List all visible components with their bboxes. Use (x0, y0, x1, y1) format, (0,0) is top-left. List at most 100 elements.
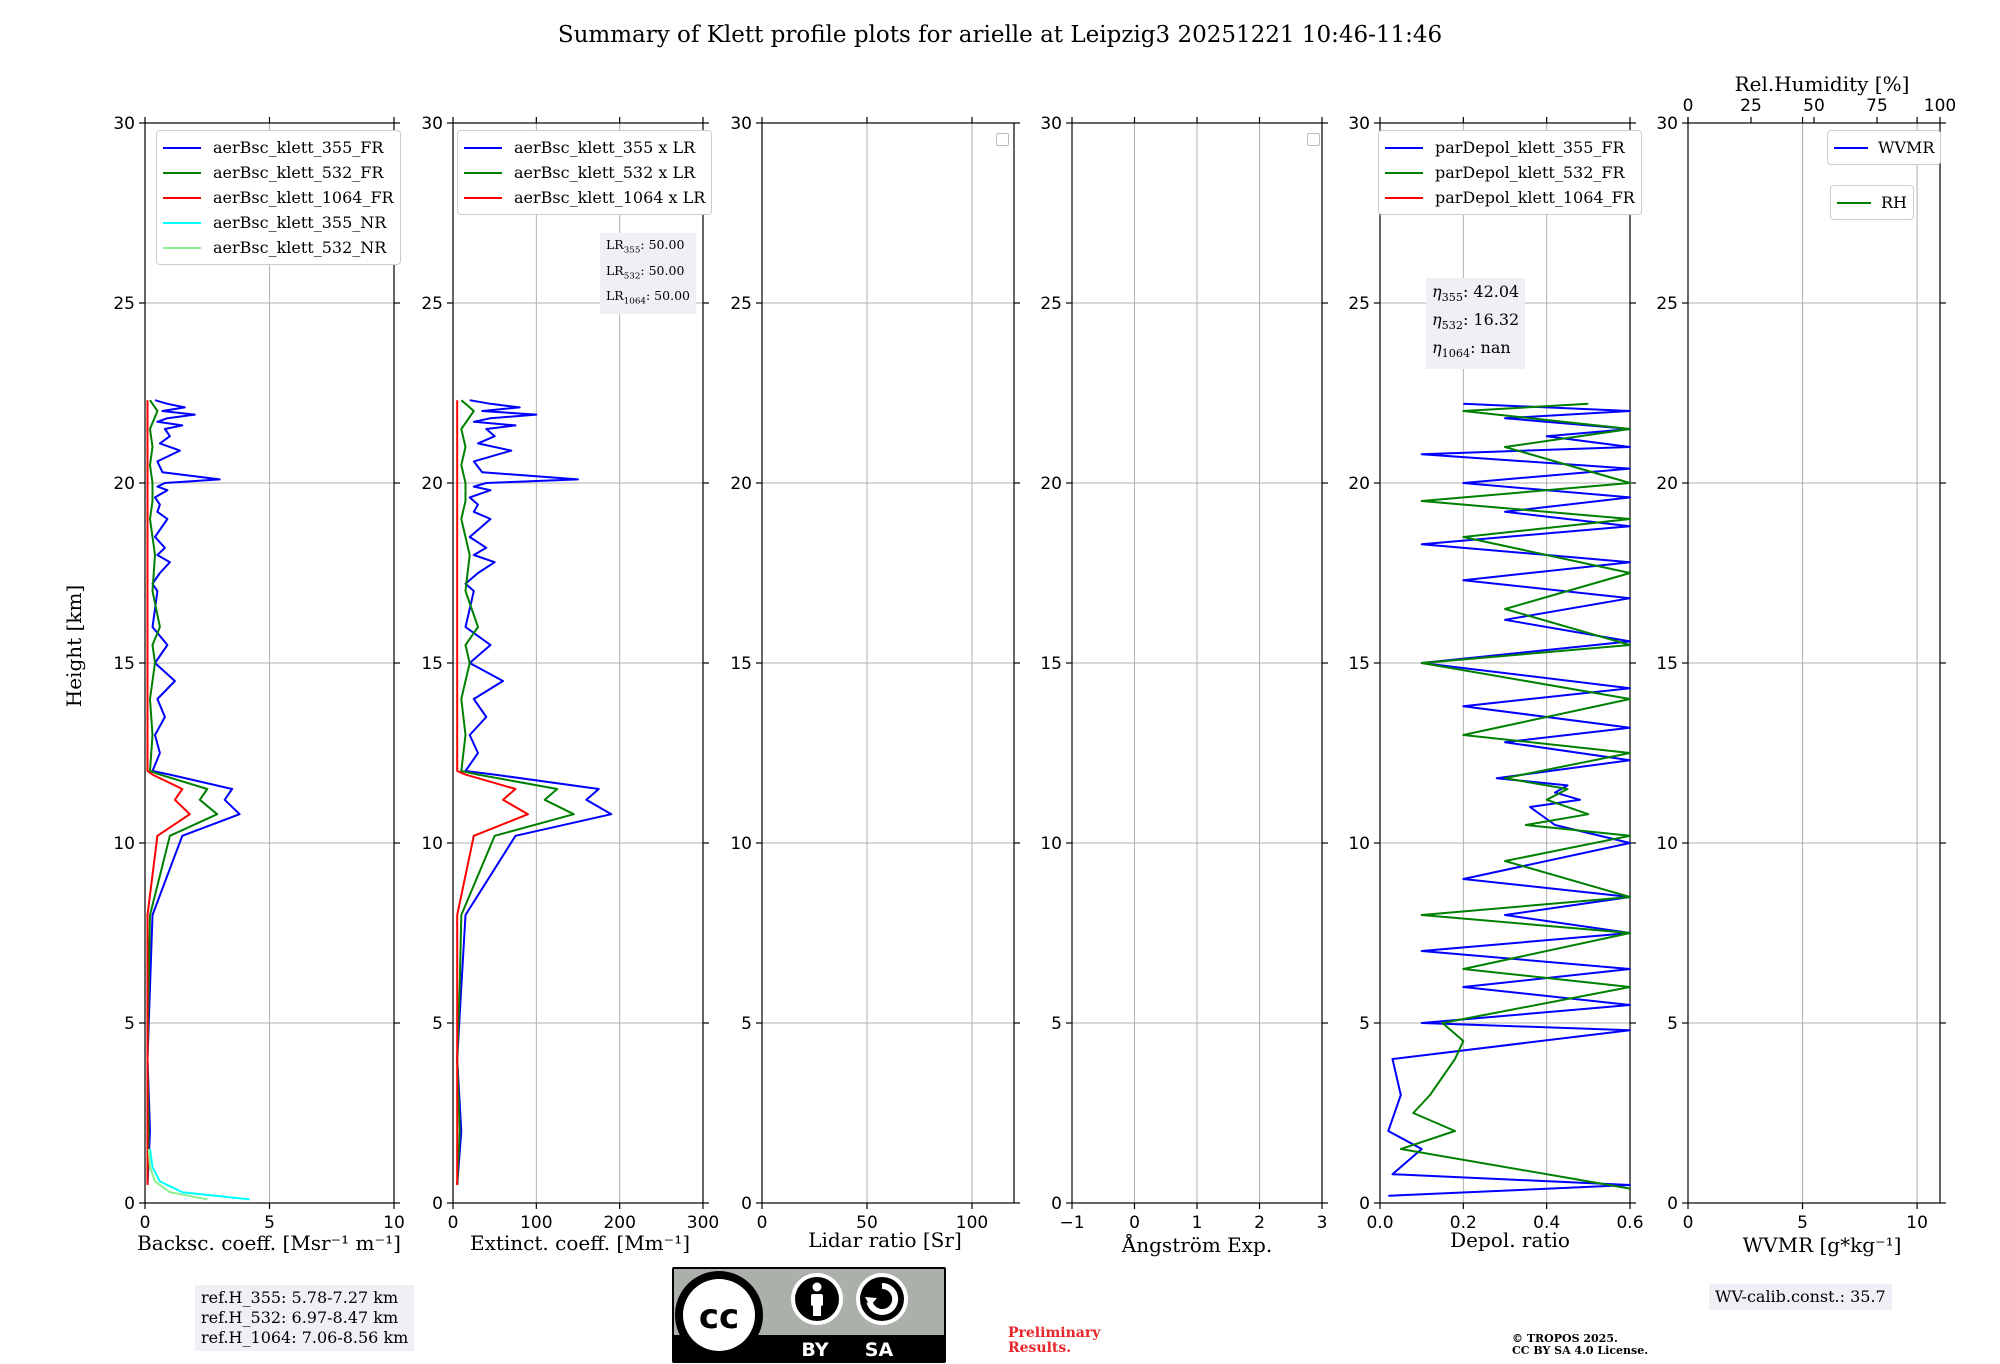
depol-ytick-label: 25 (1348, 294, 1370, 314)
depol-ytick-label: 5 (1359, 1014, 1370, 1034)
reference-height-info: ref.H_355: 5.78-7.27 km ref.H_532: 6.97-… (195, 1285, 415, 1351)
rh-xtick-label: 75 (1866, 96, 1888, 116)
preliminary-note: Preliminary Results. (1008, 1326, 1100, 1356)
legend-entry: aerBsc_klett_355 x LR (464, 135, 705, 160)
backscatter-ytick-label: 25 (113, 294, 135, 314)
legend-rh: RH (1830, 185, 1914, 220)
legend-swatch (464, 171, 502, 174)
backscatter-ytick-label: 0 (124, 1194, 135, 1214)
backscatter-ytick-label: 30 (113, 114, 135, 134)
legend-swatch (1385, 146, 1423, 149)
figure-title: Summary of Klett profile plots for ariel… (557, 22, 1443, 48)
by-label: BY (801, 1339, 828, 1361)
wvmr-ytick-label: 5 (1667, 1014, 1678, 1034)
extinction-xtick-label: 0 (448, 1213, 459, 1233)
wvmr-ytick-label: 15 (1656, 654, 1678, 674)
wvmr-ytick-label: 10 (1656, 834, 1678, 854)
eta-info: η355: 42.04 η532: 16.32 η1064: nan (1426, 278, 1526, 369)
angstrom-ytick-label: 20 (1040, 474, 1062, 494)
angstrom-xtick-label: 0 (1129, 1213, 1140, 1233)
legend-swatch (163, 171, 201, 174)
preliminary-line2: Results. (1008, 1340, 1072, 1356)
sa-label: SA (865, 1339, 894, 1361)
lr-1064-row: LR1064: 50.00 (606, 288, 690, 307)
extinction-ytick-label: 20 (421, 474, 443, 494)
preliminary-line1: Preliminary (1008, 1325, 1101, 1341)
extinction-xtick-label: 100 (520, 1213, 552, 1233)
eta-355-value: : 42.04 (1462, 282, 1520, 301)
extinction-series-aerBsc_klett_1064 x LR (456, 400, 529, 1185)
legend-entry: WVMR (1834, 135, 1934, 160)
depol-ytick-label: 30 (1348, 114, 1370, 134)
extinction-ytick-label: 10 (421, 834, 443, 854)
legend-extinction: aerBsc_klett_355 x LR aerBsc_klett_532 x… (457, 130, 713, 215)
rh-xtick-label: 50 (1803, 96, 1825, 116)
legend-label: parDepol_klett_532_FR (1435, 163, 1625, 182)
eta-1064-row: η1064: nan (1432, 338, 1511, 361)
legend-depol: parDepol_klett_355_FR parDepol_klett_532… (1378, 130, 1642, 215)
legend-swatch (163, 146, 201, 149)
backscatter-ytick-label: 10 (113, 834, 135, 854)
cc-logo-text: cc (699, 1297, 739, 1337)
legend-label: aerBsc_klett_532_NR (213, 238, 387, 257)
legend-entry: aerBsc_klett_532_FR (163, 160, 394, 185)
xlabel-lidar-ratio: Lidar ratio [Sr] (808, 1228, 962, 1252)
refh-355: ref.H_355: 5.78-7.27 km (201, 1288, 399, 1307)
extinction-xtick-label: 200 (603, 1213, 635, 1233)
wvmr-ytick-label: 0 (1667, 1194, 1678, 1214)
legend-swatch (464, 146, 502, 149)
depol-xtick-label: 0.2 (1450, 1213, 1477, 1233)
extinction-ytick-label: 30 (421, 114, 443, 134)
depol-series-parDepol_klett_532_FR (1399, 402, 1631, 1190)
xlabel-angstrom: Ångström Exp. (1121, 1233, 1273, 1257)
depol-ytick-label: 10 (1348, 834, 1370, 854)
lidar-ratio-ytick-label: 15 (730, 654, 752, 674)
legend-swatch (1385, 196, 1423, 199)
legend-wvmr: WVMR (1827, 130, 1942, 165)
y-axis-label: Height [km] (62, 584, 86, 708)
legend-entry: aerBsc_klett_1064_FR (163, 185, 394, 210)
legend-entry: parDepol_klett_532_FR (1385, 160, 1635, 185)
legend-label: parDepol_klett_355_FR (1435, 138, 1625, 157)
wvmr-ytick-label: 20 (1656, 474, 1678, 494)
angstrom-ytick-label: 15 (1040, 654, 1062, 674)
copyright-line1: © TROPOS 2025. (1512, 1332, 1618, 1345)
wvmr-ytick-label: 25 (1656, 294, 1678, 314)
depol-xtick-label: 0.6 (1616, 1213, 1643, 1233)
depol-xtick-label: 0.4 (1533, 1213, 1560, 1233)
backscatter-ytick-label: 15 (113, 654, 135, 674)
wvmr-ytick-label: 30 (1656, 114, 1678, 134)
rh-xtick-label: 25 (1740, 96, 1762, 116)
lidar-ratio-xtick-label: 0 (757, 1213, 768, 1233)
extinction-xtick-label: 300 (687, 1213, 719, 1233)
legend-swatch (1837, 201, 1871, 204)
eta-532-value: : 16.32 (1462, 310, 1520, 330)
angstrom-ytick-label: 0 (1051, 1194, 1062, 1214)
rh-xtick-label: 0 (1683, 96, 1694, 116)
lidar-ratio-ytick-label: 25 (730, 294, 752, 314)
legend-entry: aerBsc_klett_532 x LR (464, 160, 705, 185)
legend-swatch (464, 196, 502, 199)
legend-entry: aerBsc_klett_1064 x LR (464, 185, 705, 210)
refh-1064: ref.H_1064: 7.06-8.56 km (201, 1328, 409, 1347)
depol-ytick-label: 0 (1359, 1194, 1370, 1214)
backscatter-series-aerBsc_klett_532_NR (147, 1148, 208, 1201)
legend-swatch (163, 221, 201, 224)
lidar-ratio-xtick-label: 100 (956, 1213, 988, 1233)
extinction-ytick-label: 25 (421, 294, 443, 314)
refh-532: ref.H_532: 6.97-8.47 km (201, 1308, 399, 1327)
lr-532-row: LR532: 50.00 (606, 262, 685, 282)
legend-entry: aerBsc_klett_532_NR (163, 235, 394, 260)
legend-label: parDepol_klett_1064_FR (1435, 188, 1635, 207)
legend-label: WVMR (1878, 138, 1935, 157)
lr-532-value: : 50.00 (640, 262, 685, 278)
cc-by-sa-badge: cc BY SA (672, 1267, 946, 1363)
legend-label: RH (1881, 193, 1907, 212)
backscatter-series-aerBsc_klett_532_FR (146, 399, 219, 1186)
depol-series-parDepol_klett_355_FR (1387, 402, 1631, 1197)
legend-entry: aerBsc_klett_355_NR (163, 210, 394, 235)
backscatter-series-aerBsc_klett_355_FR (146, 399, 241, 1186)
angstrom-ytick-label: 30 (1040, 114, 1062, 134)
legend-label: aerBsc_klett_1064_FR (213, 188, 394, 207)
